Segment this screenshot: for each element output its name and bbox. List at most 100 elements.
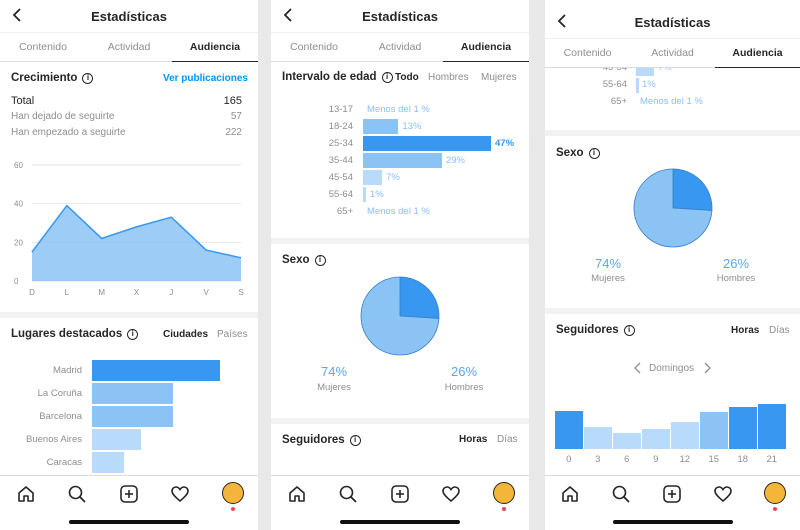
place-label: Caracas xyxy=(46,457,82,468)
section-divider xyxy=(545,130,800,136)
age-value: 1% xyxy=(370,189,384,200)
place-label: Buenos Aires xyxy=(26,434,82,445)
day-selector[interactable]: Domingos xyxy=(649,363,695,374)
tab-bar: Contenido Actividad Audiencia xyxy=(0,32,258,62)
info-icon[interactable]: i xyxy=(381,71,393,83)
age-bar xyxy=(363,187,366,202)
x-tick-label: L xyxy=(65,288,70,297)
place-label: La Coruña xyxy=(37,388,82,399)
age-label: 18-24 xyxy=(328,121,353,132)
follower-bar xyxy=(700,412,728,449)
profile-avatar[interactable] xyxy=(493,482,515,504)
add-icon[interactable] xyxy=(662,484,682,504)
back-arrow-icon[interactable] xyxy=(281,6,297,24)
tab-actividad[interactable]: Actividad xyxy=(107,41,151,53)
back-arrow-icon[interactable] xyxy=(555,12,571,30)
hour-label: 18 xyxy=(737,454,749,465)
tab-contenido[interactable]: Contenido xyxy=(563,47,612,59)
age-value: 7% xyxy=(386,172,400,183)
hour-label: 21 xyxy=(766,454,778,465)
profile-avatar[interactable] xyxy=(764,482,786,504)
sex-title: Sexo i xyxy=(282,254,326,266)
tab-contenido[interactable]: Contenido xyxy=(290,41,338,53)
search-icon[interactable] xyxy=(338,484,358,504)
heart-icon[interactable] xyxy=(170,484,190,504)
section-divider xyxy=(271,238,529,244)
home-indicator xyxy=(69,520,189,524)
home-icon[interactable] xyxy=(560,484,580,504)
x-tick-label: X xyxy=(134,288,140,297)
search-icon[interactable] xyxy=(67,484,87,504)
growth-area-chart: 0 20 40 60 D L M X J V S xyxy=(14,161,244,297)
follower-bar xyxy=(613,433,641,449)
section-divider xyxy=(545,308,800,314)
pct-hombres: 26% xyxy=(450,364,478,379)
toggle-ciudades[interactable]: Ciudades xyxy=(163,329,209,340)
chevron-left-icon[interactable] xyxy=(633,362,643,374)
toggle-dias[interactable]: Días xyxy=(497,434,518,445)
info-icon[interactable]: i xyxy=(127,328,139,340)
tab-actividad[interactable]: Actividad xyxy=(378,41,422,53)
age-label: 13-17 xyxy=(328,104,353,115)
follower-bar xyxy=(758,404,786,449)
place-label: Barcelona xyxy=(39,411,82,422)
heart-icon[interactable] xyxy=(441,484,461,504)
chevron-right-icon[interactable] xyxy=(702,362,712,374)
unfollowed-value: 57 xyxy=(230,111,242,122)
followers-title: Seguidores i xyxy=(282,434,361,446)
info-icon[interactable]: i xyxy=(588,147,600,159)
tab-audiencia[interactable]: Audiencia xyxy=(443,33,529,62)
toggle-mujeres[interactable]: Mujeres xyxy=(481,72,517,83)
info-icon[interactable]: i xyxy=(82,72,94,84)
area-line xyxy=(31,204,242,259)
info-icon[interactable]: i xyxy=(314,254,326,266)
place-bar xyxy=(92,360,220,381)
age-label: 65+ xyxy=(610,96,627,107)
label-mujeres: Mujeres xyxy=(317,382,351,393)
add-icon[interactable] xyxy=(390,484,410,504)
tab-contenido[interactable]: Contenido xyxy=(19,41,67,53)
x-tick-label: S xyxy=(238,288,243,297)
toggle-horas[interactable]: Horas xyxy=(731,325,760,336)
hour-label: 9 xyxy=(653,454,659,465)
tab-audiencia[interactable]: Audiencia xyxy=(715,39,800,68)
heart-icon[interactable] xyxy=(713,484,733,504)
home-indicator xyxy=(612,520,733,524)
age-value: 7% xyxy=(658,68,672,73)
ver-publicaciones-link[interactable]: Ver publicaciones xyxy=(162,73,248,84)
age-label: 45-54 xyxy=(587,68,627,73)
age-value: Menos del 1 % xyxy=(640,96,703,107)
tab-actividad[interactable]: Actividad xyxy=(651,47,694,59)
toggle-horas[interactable]: Horas xyxy=(459,434,488,445)
home-icon[interactable] xyxy=(16,484,36,504)
growth-title-text: Crecimiento xyxy=(11,72,78,84)
tab-audiencia[interactable]: Audiencia xyxy=(172,33,258,62)
hour-label: 15 xyxy=(708,454,720,465)
age-label: 45-54 xyxy=(328,172,353,183)
toggle-todo[interactable]: Todo xyxy=(395,72,419,83)
toggle-dias[interactable]: Días xyxy=(769,325,790,336)
profile-avatar[interactable] xyxy=(222,482,244,504)
pct-mujeres: 74% xyxy=(320,364,348,379)
pie-slice xyxy=(672,168,713,211)
pie-slice xyxy=(399,276,440,319)
search-icon[interactable] xyxy=(611,484,631,504)
info-icon[interactable]: i xyxy=(349,434,361,446)
age-label: 65+ xyxy=(336,206,353,217)
hour-label: 0 xyxy=(566,454,572,465)
add-icon[interactable] xyxy=(119,484,139,504)
place-bar xyxy=(92,383,173,404)
home-icon[interactable] xyxy=(287,484,307,504)
age-tail-list: 45-54 7% 55-64 1% 65+ Menos del 1 % xyxy=(545,68,800,114)
page-title: Estadísticas xyxy=(91,8,167,24)
places-bar-chart: Madrid La Coruña Barcelona Buenos Aires Cara… xyxy=(0,358,258,474)
page-title: Estadísticas xyxy=(634,14,711,30)
age-title: Intervalo de edad i xyxy=(282,71,393,83)
y-tick-label: 0 xyxy=(14,277,19,286)
toggle-hombres[interactable]: Hombres xyxy=(428,72,469,83)
x-tick-label: V xyxy=(203,288,209,297)
back-arrow-icon[interactable] xyxy=(10,6,26,24)
info-icon[interactable]: i xyxy=(623,324,635,336)
toggle-paises[interactable]: Países xyxy=(217,329,248,340)
notification-dot xyxy=(773,507,777,511)
